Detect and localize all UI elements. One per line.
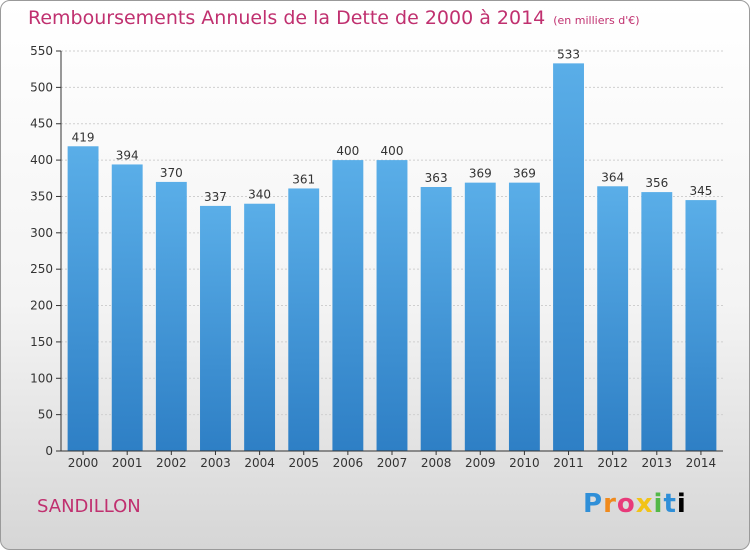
x-tick-label: 2001 (112, 456, 143, 470)
y-tick-label: 100 (30, 371, 53, 385)
bar-value-label: 337 (204, 190, 227, 204)
bar (597, 186, 629, 452)
bar-value-label: 400 (336, 144, 359, 158)
chart-unit: (en milliers d'€) (553, 14, 640, 27)
bar (67, 146, 99, 452)
x-tick-label: 2014 (686, 456, 717, 470)
bar (111, 164, 143, 452)
y-tick-label: 150 (30, 335, 53, 349)
x-tick-label: 2009 (465, 456, 496, 470)
proxiti-logo: Proxiti (583, 489, 687, 519)
y-tick-label: 50 (38, 408, 53, 422)
bar (641, 192, 673, 451)
bar-value-label: 340 (248, 188, 271, 202)
y-tick-label: 200 (30, 299, 53, 313)
bar (685, 200, 717, 451)
y-tick-label: 400 (30, 153, 53, 167)
bar-value-label: 345 (689, 184, 712, 198)
bar-value-label: 356 (645, 176, 668, 190)
bar (553, 63, 584, 451)
y-tick-label: 300 (30, 226, 53, 240)
x-tick-label: 2005 (288, 456, 319, 470)
bar-value-label: 369 (513, 167, 536, 181)
bar-value-label: 363 (425, 171, 448, 185)
bar-value-label: 533 (557, 47, 580, 61)
y-tick-label: 500 (30, 80, 53, 94)
x-tick-label: 2002 (156, 456, 187, 470)
bar (376, 160, 408, 451)
x-tick-label: 2008 (421, 456, 452, 470)
x-tick-label: 2003 (200, 456, 231, 470)
bar (420, 187, 452, 451)
bar (155, 181, 187, 451)
x-tick-label: 2004 (244, 456, 275, 470)
bar-value-label: 370 (160, 166, 183, 180)
bar-layer: 419 394 370 337 340 361 400 400 363 369 369 533 364 3… (67, 47, 717, 452)
bar (288, 188, 320, 452)
bar-value-label: 369 (469, 167, 492, 181)
y-tick-label: 350 (30, 189, 53, 203)
bar (200, 205, 231, 451)
axis-layer: 0 50 100 150 200 250 300 350 400 450 500 550 2000 200… (30, 44, 723, 470)
x-tick-label: 2000 (68, 456, 99, 470)
bar-value-label: 364 (601, 170, 624, 184)
x-tick-label: 2013 (642, 456, 673, 470)
bar-value-label: 400 (381, 144, 404, 158)
bar (244, 203, 276, 451)
y-tick-label: 450 (30, 117, 53, 131)
y-tick-label: 250 (30, 262, 53, 276)
x-tick-label: 2010 (509, 456, 540, 470)
city-name: SANDILLON (37, 496, 141, 517)
bar-value-label: 394 (116, 148, 139, 162)
x-tick-label: 2007 (377, 456, 408, 470)
bar-value-label: 419 (72, 130, 95, 144)
chart-title-text: Remboursements Annuels de la Dette de 20… (28, 7, 546, 29)
y-tick-label: 0 (45, 444, 53, 458)
bar-value-label: 361 (292, 172, 315, 186)
y-tick-label: 550 (30, 44, 53, 58)
bar (332, 160, 364, 451)
bar (508, 182, 540, 452)
chart-title: Remboursements Annuels de la Dette de 20… (28, 7, 640, 29)
x-tick-label: 2012 (597, 456, 628, 470)
bar (464, 182, 496, 452)
x-tick-label: 2011 (553, 456, 584, 470)
x-tick-label: 2006 (333, 456, 364, 470)
